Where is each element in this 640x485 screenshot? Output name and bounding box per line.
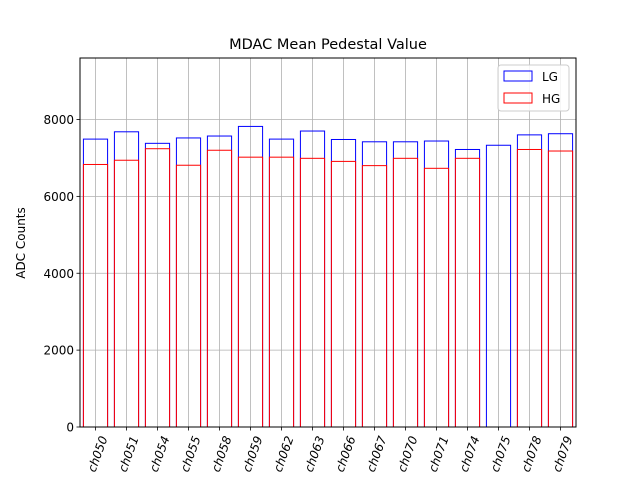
chart-title: MDAC Mean Pedestal Value xyxy=(229,37,427,53)
legend-label-lg: LG xyxy=(542,70,558,84)
y-axis-label: ADC Counts xyxy=(14,207,28,279)
legend-box xyxy=(497,64,570,112)
y-tick-label: 4000 xyxy=(43,267,74,281)
legend-swatch-hg xyxy=(503,92,533,104)
y-tick-label: 8000 xyxy=(43,113,74,127)
grid-lines xyxy=(80,58,576,428)
plot-area-frame xyxy=(79,57,577,428)
legend-swatch-lg xyxy=(503,70,533,82)
y-tick-label: 6000 xyxy=(43,190,74,204)
y-tick-label: 2000 xyxy=(43,344,74,358)
legend-label-hg: HG xyxy=(542,92,560,106)
y-tick-label: 0 xyxy=(66,421,74,435)
legend: LG HG xyxy=(497,64,570,112)
